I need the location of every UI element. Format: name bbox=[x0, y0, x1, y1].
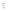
Polygon shape bbox=[3, 3, 5, 6]
Bar bbox=[12, 3, 16, 6]
Text: Permission Required: Permission Required bbox=[0, 0, 18, 11]
Polygon shape bbox=[3, 8, 4, 9]
Bar bbox=[3, 6, 9, 8]
Bar bbox=[3, 3, 9, 6]
Bar bbox=[3, 8, 9, 10]
Polygon shape bbox=[3, 8, 5, 10]
Bar bbox=[9, 6, 12, 8]
Polygon shape bbox=[3, 6, 4, 7]
Bar bbox=[3, 2, 9, 3]
Bar bbox=[9, 3, 12, 6]
Bar bbox=[12, 2, 16, 3]
Text: Isolation: Isolation bbox=[0, 0, 18, 11]
Polygon shape bbox=[3, 6, 5, 8]
Text: Web Servers: Web Servers bbox=[0, 0, 18, 11]
Text: Resource: Resource bbox=[0, 0, 18, 11]
Polygon shape bbox=[3, 3, 4, 5]
Text: Workstations: Workstations bbox=[0, 0, 18, 11]
Text: Domain
Controllers: Domain Controllers bbox=[0, 0, 18, 11]
Text: Artefact
Removal: Artefact Removal bbox=[0, 0, 18, 11]
Bar bbox=[9, 8, 12, 10]
Bar bbox=[9, 2, 12, 3]
Bar bbox=[12, 6, 16, 8]
Bar bbox=[12, 8, 16, 10]
